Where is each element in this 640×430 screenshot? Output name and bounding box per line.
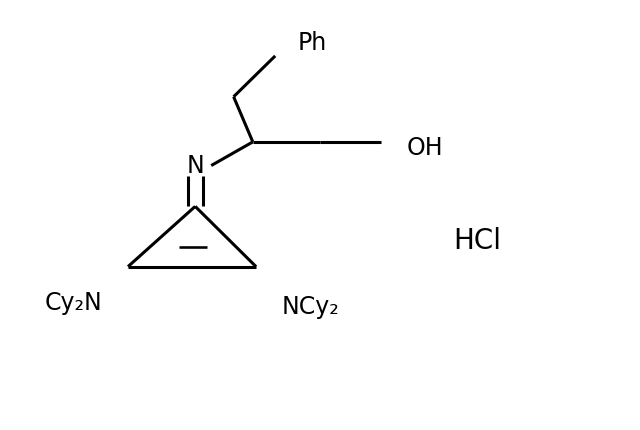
Text: OH: OH — [406, 136, 443, 160]
Text: NCy₂: NCy₂ — [282, 295, 339, 319]
Text: Ph: Ph — [298, 31, 327, 55]
Text: Cy₂N: Cy₂N — [45, 291, 102, 315]
Text: HCl: HCl — [453, 227, 501, 255]
Text: N: N — [186, 154, 204, 178]
